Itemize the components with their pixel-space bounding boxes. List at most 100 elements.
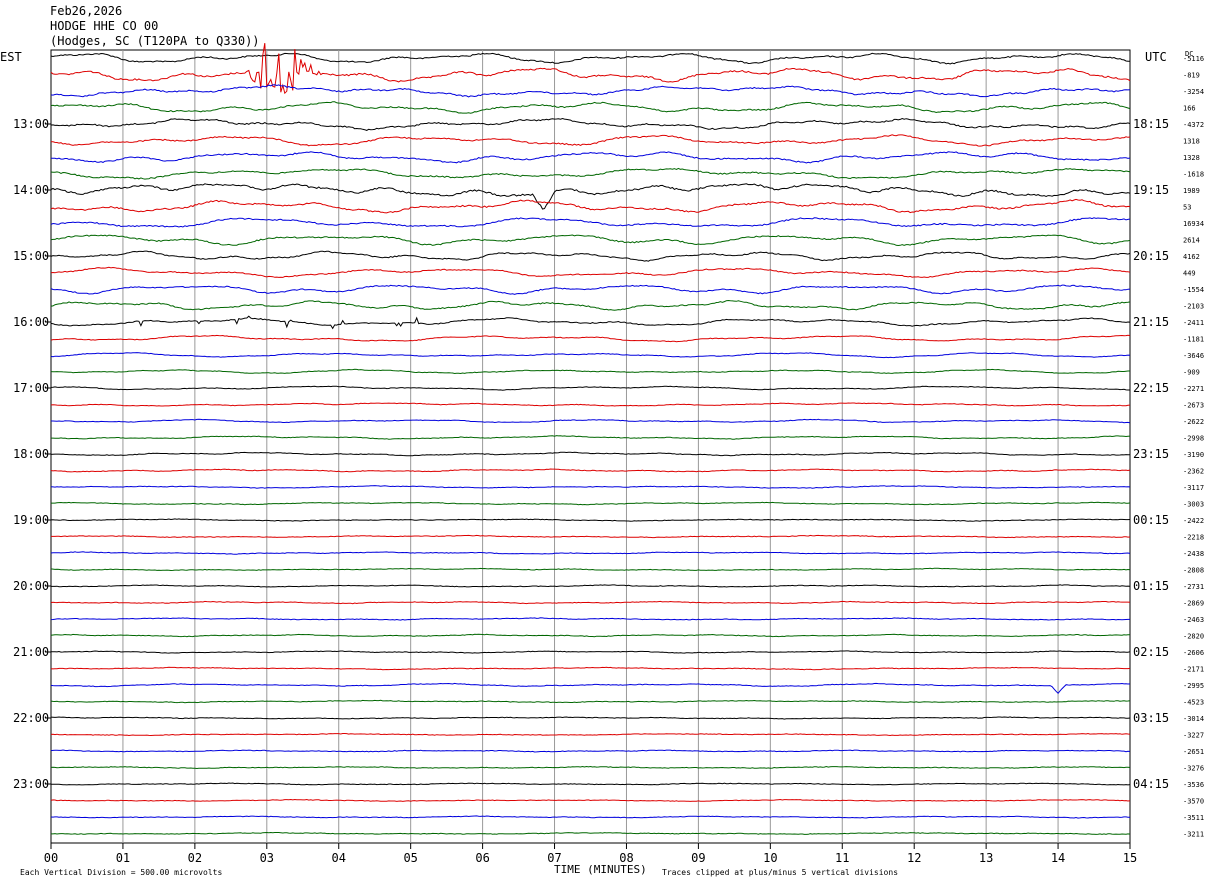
dc-offset-label: -2463 xyxy=(1183,616,1204,624)
seismic-trace xyxy=(51,501,1131,506)
seismic-trace xyxy=(50,334,1131,343)
seismic-trace xyxy=(50,234,1131,247)
x-tick-label: 05 xyxy=(403,851,417,865)
seismic-trace xyxy=(51,151,1131,164)
seismic-trace xyxy=(51,418,1131,424)
seismic-trace xyxy=(50,352,1131,359)
dc-offset-label: -5116 xyxy=(1183,55,1204,63)
x-tick-label: 13 xyxy=(979,851,993,865)
est-hour-label: 20:00 xyxy=(13,579,49,593)
seismic-trace xyxy=(50,815,1130,819)
est-hour-label: 14:00 xyxy=(13,183,49,197)
x-axis-title: TIME (MINUTES) xyxy=(554,863,647,876)
x-tick-label: 06 xyxy=(475,851,489,865)
dc-offset-label: -3003 xyxy=(1183,501,1204,509)
seismic-trace xyxy=(50,749,1131,753)
dc-offset-label: -2622 xyxy=(1183,418,1204,426)
seismic-trace xyxy=(50,402,1131,407)
dc-offset-label: -4372 xyxy=(1183,121,1204,129)
dc-offset-label: -3014 xyxy=(1183,715,1204,723)
dc-offset-label: -3254 xyxy=(1183,88,1204,96)
x-tick-label: 14 xyxy=(1051,851,1065,865)
est-hour-label: 17:00 xyxy=(13,381,49,395)
seismic-trace xyxy=(50,299,1131,311)
seismic-trace xyxy=(50,451,1131,457)
seismic-trace xyxy=(50,485,1131,489)
x-tick-label: 15 xyxy=(1123,851,1137,865)
seismic-trace xyxy=(50,798,1131,802)
dc-offset-label: -2171 xyxy=(1183,666,1204,674)
dc-offset-label: -2869 xyxy=(1183,600,1204,608)
est-hour-label: 13:00 xyxy=(13,117,49,131)
seismic-trace xyxy=(50,266,1131,278)
seismic-trace xyxy=(50,551,1131,555)
seismic-trace xyxy=(50,183,1131,210)
utc-hour-label: 00:15 xyxy=(1133,513,1169,527)
dc-offset-label: -4523 xyxy=(1183,699,1204,707)
seismic-trace xyxy=(50,732,1131,737)
axis-labels: 00 01 02 03 04 05 06 07 08 09 10 11 12 13 14 15 13:00 18:… xyxy=(13,55,1204,865)
dc-label: DC xyxy=(1185,50,1193,58)
dc-offset-label: -2808 xyxy=(1183,567,1204,575)
dc-offset-label: -2271 xyxy=(1183,385,1204,393)
dc-offset-label: 1328 xyxy=(1183,154,1200,162)
dc-offset-label: -1554 xyxy=(1183,286,1204,294)
dc-offset-label: -2820 xyxy=(1183,633,1204,641)
dc-offset-label: -3511 xyxy=(1183,814,1204,822)
footer-right: Traces clipped at plus/minus 5 vertical … xyxy=(662,868,898,877)
dc-offset-label: 449 xyxy=(1183,270,1196,278)
est-hour-label: 23:00 xyxy=(13,777,49,791)
x-tick-label: 11 xyxy=(835,851,849,865)
utc-hour-label: 21:15 xyxy=(1133,315,1169,329)
dc-offset-label: -2438 xyxy=(1183,550,1204,558)
seismic-trace xyxy=(50,468,1131,473)
dc-offset-label: 4162 xyxy=(1183,253,1200,261)
x-tick-label: 00 xyxy=(44,851,58,865)
x-tick-label: 10 xyxy=(763,851,777,865)
seismic-trace xyxy=(50,198,1131,214)
seismic-trace xyxy=(50,117,1131,131)
seismic-trace xyxy=(50,43,1131,95)
dc-offset-label: -3570 xyxy=(1183,798,1204,806)
seismic-trace xyxy=(50,716,1131,720)
dc-offset-label: -2422 xyxy=(1183,517,1204,525)
utc-hour-label: 23:15 xyxy=(1133,447,1169,461)
seismic-trace xyxy=(51,650,1131,654)
dc-offset-label: -819 xyxy=(1183,72,1200,80)
seismic-trace xyxy=(50,134,1131,147)
seismic-trace xyxy=(50,518,1131,522)
header-location: (Hodges, SC (T120PA to Q330)) xyxy=(50,34,260,48)
dc-offset-label: 53 xyxy=(1183,204,1191,212)
seismic-trace xyxy=(50,284,1131,295)
dc-offset-label: -1618 xyxy=(1183,171,1204,179)
seismic-trace xyxy=(50,52,1131,65)
seismic-trace xyxy=(50,368,1130,375)
dc-offset-label: -3646 xyxy=(1183,352,1204,360)
dc-offset-label: -2651 xyxy=(1183,748,1204,756)
seismic-trace xyxy=(50,765,1131,770)
dc-offset-label: 1318 xyxy=(1183,138,1200,146)
utc-hour-label: 03:15 xyxy=(1133,711,1169,725)
utc-hour-label: 18:15 xyxy=(1133,117,1169,131)
est-hour-label: 22:00 xyxy=(13,711,49,725)
left-zone-label: EST xyxy=(0,50,22,64)
est-hour-label: 16:00 xyxy=(13,315,49,329)
utc-hour-label: 20:15 xyxy=(1133,249,1169,263)
x-tick-label: 09 xyxy=(691,851,705,865)
dc-offset-label: -2998 xyxy=(1183,435,1204,443)
seismic-trace xyxy=(51,584,1131,588)
seismic-trace xyxy=(50,600,1131,605)
utc-hour-label: 01:15 xyxy=(1133,579,1169,593)
dc-offset-label: 166 xyxy=(1183,105,1196,113)
dc-offset-label: -2218 xyxy=(1183,534,1204,542)
x-tick-label: 08 xyxy=(619,851,633,865)
dc-offset-label: -2673 xyxy=(1183,402,1204,410)
x-tick-label: 04 xyxy=(332,851,346,865)
est-hour-label: 19:00 xyxy=(13,513,49,527)
plot-border xyxy=(50,49,1131,844)
dc-offset-label: 16934 xyxy=(1183,220,1204,228)
seismic-trace xyxy=(50,385,1130,391)
dc-offset-label: -2995 xyxy=(1183,682,1204,690)
header-date: Feb26,2026 xyxy=(50,4,123,18)
x-tick-label: 12 xyxy=(907,851,921,865)
